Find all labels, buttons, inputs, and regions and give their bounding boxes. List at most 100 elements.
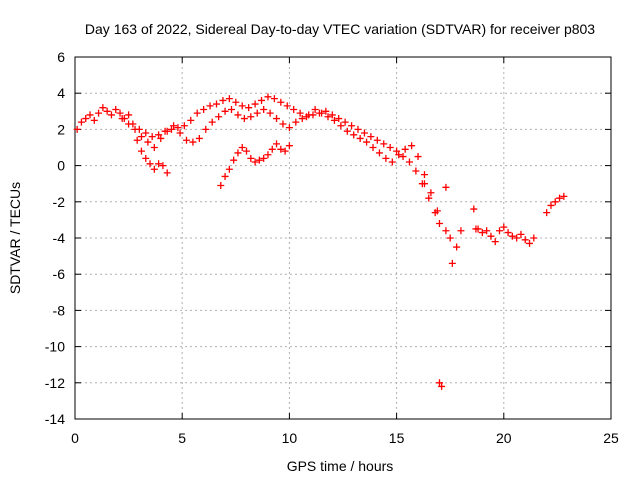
y-tick-label: -4 bbox=[53, 230, 66, 246]
data-point-main bbox=[348, 122, 356, 130]
data-point-main bbox=[328, 111, 336, 119]
data-point-dip-branch bbox=[163, 169, 171, 177]
data-point-main bbox=[90, 116, 98, 124]
data-point-evening bbox=[513, 234, 521, 242]
data-point-lower-branch bbox=[343, 127, 351, 135]
y-axis-ticks: 6 4 2 0 -2 -4 -6 -8 -10 -12 -14 bbox=[45, 49, 611, 427]
data-point-afternoon-arc bbox=[255, 156, 263, 164]
data-point-outliers bbox=[457, 227, 465, 235]
data-point-afternoon-arc bbox=[277, 145, 285, 153]
data-point-evening bbox=[478, 229, 486, 237]
data-point-lower-branch bbox=[234, 111, 242, 119]
data-point-lower-branch bbox=[144, 138, 152, 146]
data-point-lower-branch bbox=[330, 116, 338, 124]
data-point-lower-branch bbox=[273, 115, 281, 123]
x-tick-label: 5 bbox=[178, 430, 186, 446]
x-axis-ticks: 0 5 10 15 20 25 bbox=[71, 57, 619, 446]
data-point-outliers bbox=[435, 379, 443, 387]
data-point-late bbox=[556, 194, 564, 202]
data-point-main bbox=[193, 109, 201, 117]
data-point-main bbox=[200, 105, 208, 113]
data-point-main bbox=[95, 109, 103, 117]
data-point-lower-branch bbox=[221, 107, 229, 115]
data-point-evening bbox=[487, 232, 495, 240]
data-point-lower-branch bbox=[433, 207, 441, 215]
data-point-main bbox=[103, 107, 111, 115]
data-point-evening bbox=[500, 223, 508, 231]
data-point-lower-branch bbox=[369, 144, 377, 151]
data-point-main bbox=[116, 109, 124, 117]
data-point-lower-branch bbox=[189, 138, 197, 146]
data-point-main bbox=[107, 111, 115, 119]
data-point-main bbox=[442, 227, 450, 235]
chart-title: Day 163 of 2022, Sidereal Day-to-day VTE… bbox=[85, 21, 595, 37]
data-point-main bbox=[399, 153, 407, 161]
data-point-main bbox=[258, 96, 266, 104]
data-point-evening bbox=[496, 227, 504, 235]
data-points bbox=[73, 93, 568, 390]
data-point-lower-branch bbox=[311, 105, 319, 113]
data-point-lower-branch bbox=[195, 134, 203, 142]
data-point-main bbox=[393, 147, 401, 155]
data-point-main bbox=[277, 98, 285, 106]
data-point-lower-branch bbox=[298, 115, 306, 123]
data-point-lower-branch bbox=[137, 133, 145, 141]
data-point-lower-branch bbox=[356, 134, 364, 142]
data-point-evening bbox=[526, 239, 534, 247]
data-point-lower-branch bbox=[318, 109, 326, 117]
data-point-late bbox=[547, 201, 555, 209]
data-point-lower-branch bbox=[131, 125, 139, 133]
data-point-main bbox=[405, 158, 413, 166]
data-point-afternoon-arc bbox=[251, 158, 259, 166]
data-point-afternoon-arc bbox=[234, 149, 242, 157]
data-point-lower-branch bbox=[182, 136, 190, 144]
data-point-main bbox=[270, 95, 278, 103]
data-point-main bbox=[245, 104, 253, 112]
data-point-lower-branch bbox=[125, 120, 133, 128]
data-point-lower-branch bbox=[240, 115, 248, 123]
data-point-main bbox=[386, 144, 394, 151]
y-axis-label: SDTVAR / TECUs bbox=[7, 182, 23, 294]
data-point-afternoon-arc bbox=[230, 156, 238, 164]
data-point-lower-branch bbox=[163, 127, 171, 135]
data-point-lower-branch bbox=[395, 151, 403, 159]
data-point-dip-branch bbox=[155, 160, 163, 168]
data-point-afternoon-arc bbox=[225, 165, 233, 173]
data-point-evening bbox=[491, 238, 499, 246]
y-tick-label: -14 bbox=[45, 411, 65, 427]
data-point-lower-branch bbox=[215, 113, 223, 121]
data-point-afternoon-arc bbox=[238, 144, 246, 151]
data-point-lower-branch bbox=[176, 129, 184, 137]
data-point-dip-branch bbox=[137, 147, 145, 155]
data-point-afternoon-arc bbox=[264, 151, 272, 159]
data-point-dip-branch bbox=[146, 160, 154, 168]
data-point-main bbox=[296, 109, 304, 117]
data-point-late bbox=[560, 192, 568, 200]
data-point-main bbox=[367, 133, 375, 141]
data-point-main bbox=[213, 100, 221, 108]
data-point-afternoon-arc bbox=[217, 182, 225, 190]
data-point-main bbox=[232, 98, 240, 106]
grid-lines bbox=[75, 57, 611, 419]
x-axis-label: GPS time / hours bbox=[287, 458, 394, 474]
data-point-lower-branch bbox=[375, 149, 383, 157]
x-tick-label: 10 bbox=[282, 430, 298, 446]
data-point-lower-branch bbox=[266, 109, 274, 117]
data-point-afternoon-arc bbox=[285, 142, 293, 150]
x-tick-label: 25 bbox=[603, 430, 619, 446]
data-point-main bbox=[354, 125, 362, 133]
data-point-evening bbox=[474, 225, 482, 233]
data-point-outliers bbox=[446, 234, 454, 242]
data-point-evening bbox=[521, 236, 529, 244]
data-point-lower-branch bbox=[388, 158, 396, 166]
data-point-main bbox=[206, 102, 214, 110]
data-point-outliers bbox=[442, 183, 450, 191]
data-point-evening bbox=[504, 229, 512, 237]
data-point-lower-branch bbox=[337, 122, 345, 130]
data-point-lower-branch bbox=[427, 189, 435, 197]
data-point-afternoon-arc bbox=[247, 154, 255, 162]
data-point-main bbox=[148, 133, 156, 141]
x-tick-label: 0 bbox=[71, 430, 79, 446]
data-point-main bbox=[435, 220, 443, 228]
data-point-main bbox=[142, 129, 150, 137]
